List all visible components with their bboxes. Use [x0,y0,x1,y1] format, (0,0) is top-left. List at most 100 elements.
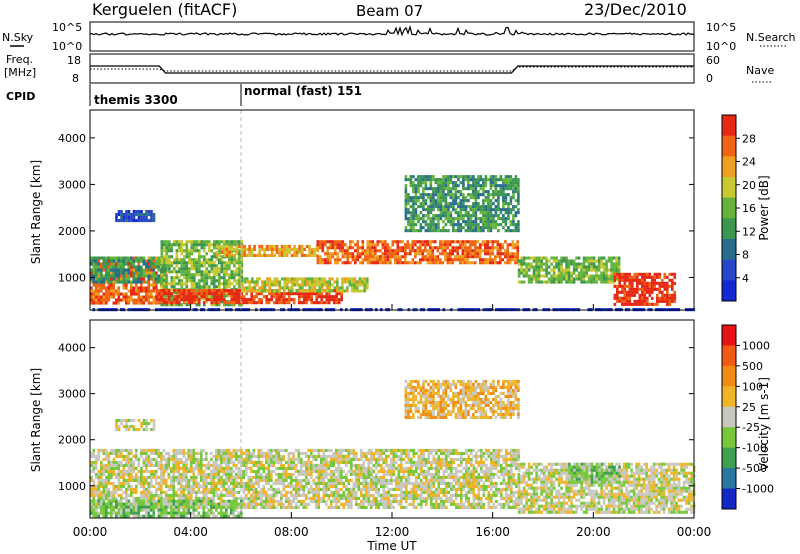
power-cell [605,274,608,278]
power-cell [132,274,136,278]
power-cell [208,285,211,289]
power-cell [185,255,189,259]
velocity-cell [102,484,106,488]
velocity-cell [137,496,141,500]
power-cell [107,283,111,287]
power-cell [326,246,330,250]
power-cell [506,258,510,262]
power-cell [472,175,475,179]
power-cell [444,175,448,179]
power-cell [329,243,332,247]
power-cell [512,187,515,191]
velocity-cell [102,469,106,473]
power-cell [469,208,473,212]
power-cell [592,265,596,269]
power-cell [502,199,505,203]
velocity-cell [140,481,143,485]
velocity-cell [230,490,233,494]
power-cell [225,250,229,254]
power-cell [150,289,153,293]
velocity-cell [272,460,276,464]
power-cell [210,255,214,259]
power-cell [137,213,141,217]
velocity-cell [162,475,166,479]
power-cell [127,271,131,275]
power-cell [590,259,593,263]
velocity-cell [147,484,151,488]
power-cell [276,289,279,293]
power-cell [327,292,331,296]
power-cell [477,190,480,194]
velocity-cell [212,484,216,488]
velocity-cell [257,490,261,494]
power-cell [185,270,189,274]
power-cell [439,240,442,244]
velocity-cell [90,475,93,479]
power-cell [582,277,586,281]
power-cell [389,246,392,250]
power-cell [95,259,98,263]
power-cell [205,285,209,289]
power-cell [535,262,538,266]
power-cell [337,292,341,296]
power-cell [343,277,347,281]
power-cell [182,301,186,305]
power-cell [300,247,304,251]
power-cell [135,277,138,281]
power-cell [472,202,475,206]
power-cell [185,273,189,277]
power-cell [631,293,634,297]
power-cell [110,286,113,290]
power-cell [248,247,251,251]
power-cell [517,202,520,206]
power-cell [474,249,477,253]
power-cell [429,220,433,224]
velocity-cell [252,499,256,503]
power-cell [494,178,498,182]
power-cell [615,262,618,266]
power-cell [565,256,568,260]
power-cell [404,199,408,203]
power-cell [623,299,627,303]
power-cell [188,267,191,271]
power-cell [389,261,392,265]
velocity-cell [160,484,163,488]
power-cell [215,295,218,299]
velocity-cell [142,493,146,497]
velocity-cell [270,487,273,491]
velocity-cell [122,490,126,494]
power-cell [389,258,392,262]
power-cell [366,283,369,287]
power-cell [346,252,350,256]
velocity-cell [160,475,163,479]
power-cell [643,278,647,282]
power-cell [137,292,141,296]
power-cell [512,223,515,227]
power-cell [298,244,301,248]
velocity-cell [162,466,166,470]
power-cell [560,262,563,266]
power-cell [442,190,445,194]
velocity-cell [122,469,126,473]
power-cell [464,252,467,256]
velocity-cell [280,472,283,476]
power-cell [499,223,503,227]
velocity-cell [120,469,123,473]
power-cell [517,211,520,215]
power-cell [509,202,513,206]
power-cell [613,296,617,300]
power-cell [105,298,108,302]
velocity-cell [267,505,271,509]
power-cell [446,246,450,250]
velocity-cell [142,451,146,455]
power-cell [293,283,297,287]
power-cell [406,240,410,244]
power-cell [512,205,515,209]
power-cell [525,268,528,272]
power-cell [132,280,136,284]
power-cell [512,220,515,224]
velocity-cell [195,484,198,488]
velocity-cell [152,472,156,476]
power-cell [671,293,674,297]
